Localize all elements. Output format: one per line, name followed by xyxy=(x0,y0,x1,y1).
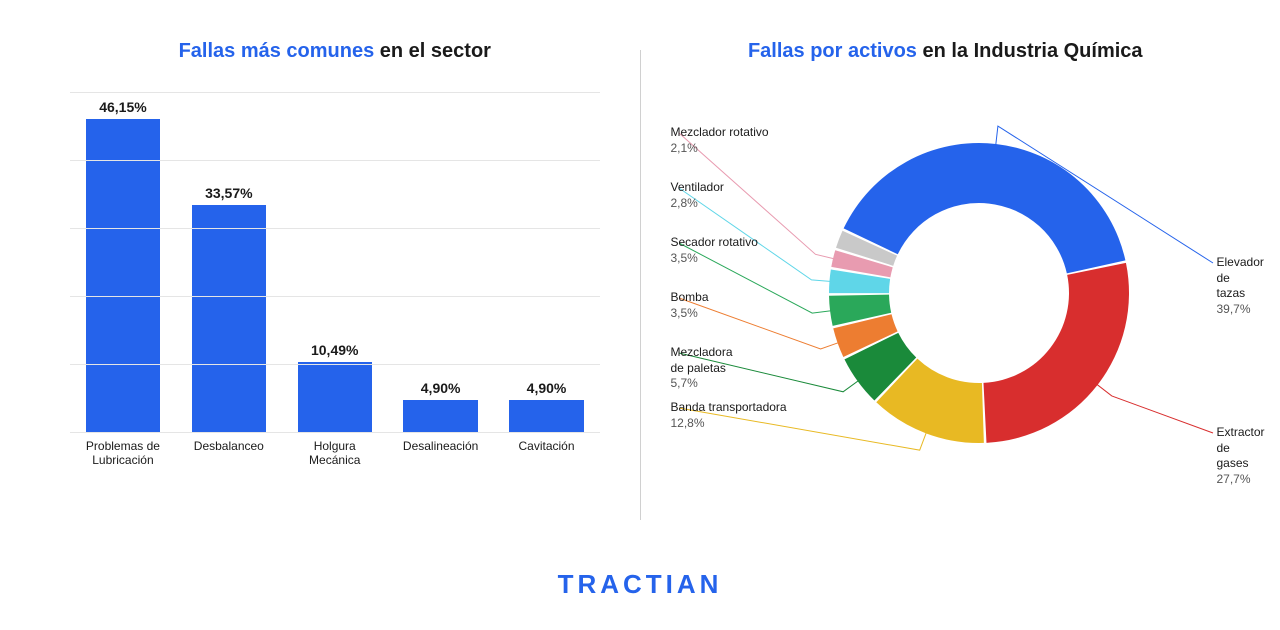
bar-group: 4,90% xyxy=(499,380,594,433)
bar-label: HolguraMecánica xyxy=(287,433,382,473)
bar-rect xyxy=(86,119,160,433)
callout-line xyxy=(1095,384,1212,433)
donut-callout: Secador rotativo3,5% xyxy=(671,235,811,266)
bar-group: 10,49% xyxy=(287,342,382,433)
bar-plot-area: 46,15% 33,57% 10,49% 4,90% 4,90% xyxy=(70,93,600,433)
bar-group: 4,90% xyxy=(393,380,488,433)
donut-callout: Extractor de gases27,7% xyxy=(1217,425,1223,487)
bar-chart: 46,15% 33,57% 10,49% 4,90% 4,90% Problemas d… xyxy=(60,93,610,473)
bar-title-accent: Fallas más comunes xyxy=(179,40,375,62)
bar-rect xyxy=(192,205,266,433)
callout-name: Banda transportadora xyxy=(671,400,811,416)
callout-value: 12,8% xyxy=(671,416,811,432)
charts-container: Fallas más comunes en el sector 46,15% 33… xyxy=(0,0,1280,520)
bar-rect xyxy=(509,400,583,433)
donut-chart-title: Fallas por activos en la Industria Quími… xyxy=(671,40,1221,63)
donut-callout: Ventilador2,8% xyxy=(671,180,811,211)
donut-callout: Bomba3,5% xyxy=(671,290,811,321)
bar-value: 4,90% xyxy=(527,380,567,396)
gridline xyxy=(70,92,600,93)
donut-slice xyxy=(983,263,1129,443)
bar-rect xyxy=(298,362,372,433)
bar-group: 33,57% xyxy=(181,185,276,433)
donut-callout: Mezclador rotativo2,1% xyxy=(671,125,811,156)
bar-labels-row: Problemas deLubricación Desbalanceo Holgur… xyxy=(70,433,600,473)
callout-name: Mezcladorade paletas xyxy=(671,345,811,376)
callout-value: 27,7% xyxy=(1217,472,1223,488)
bar-title-rest: en el sector xyxy=(374,40,491,62)
bar-label: Desbalanceo xyxy=(181,433,276,473)
callout-name: Extractor de gases xyxy=(1217,425,1223,472)
callout-value: 2,8% xyxy=(671,196,811,212)
callout-name: Elevadorde tazas xyxy=(1217,255,1223,302)
bar-value: 4,90% xyxy=(421,380,461,396)
bar-label: Desalineación xyxy=(393,433,488,473)
callout-value: 2,1% xyxy=(671,141,811,157)
callout-value: 3,5% xyxy=(671,251,811,267)
brand-logo: TRACTIAN xyxy=(558,569,723,600)
callout-name: Secador rotativo xyxy=(671,235,811,251)
bar-chart-panel: Fallas más comunes en el sector 46,15% 33… xyxy=(60,40,640,520)
bar-value: 33,57% xyxy=(205,185,252,201)
donut-callout: Banda transportadora12,8% xyxy=(671,400,811,431)
donut-callout: Mezcladorade paletas5,7% xyxy=(671,345,811,392)
gridline xyxy=(70,364,600,365)
donut-chart-panel: Fallas por activos en la Industria Quími… xyxy=(641,40,1221,520)
bar-rect xyxy=(403,400,477,433)
bars-group: 46,15% 33,57% 10,49% 4,90% 4,90% xyxy=(70,93,600,433)
bar-value: 10,49% xyxy=(311,342,358,358)
bar-chart-title: Fallas más comunes en el sector xyxy=(60,40,610,63)
callout-name: Mezclador rotativo xyxy=(671,125,811,141)
gridline xyxy=(70,160,600,161)
callout-value: 5,7% xyxy=(671,376,811,392)
donut-callout: Elevadorde tazas39,7% xyxy=(1217,255,1223,317)
bar-label: Cavitación xyxy=(499,433,594,473)
callout-name: Bomba xyxy=(671,290,811,306)
bar-value: 46,15% xyxy=(99,99,146,115)
callout-value: 39,7% xyxy=(1217,302,1223,318)
donut-chart: Elevadorde tazas39,7%Extractor de gases2… xyxy=(671,93,1221,493)
gridline xyxy=(70,296,600,297)
donut-title-accent: Fallas por activos xyxy=(748,40,917,62)
bar-label: Problemas deLubricación xyxy=(75,433,170,473)
bar-group: 46,15% xyxy=(75,99,170,433)
callout-name: Ventilador xyxy=(671,180,811,196)
donut-title-rest: en la Industria Química xyxy=(917,40,1143,62)
gridline xyxy=(70,228,600,229)
callout-value: 3,5% xyxy=(671,306,811,322)
